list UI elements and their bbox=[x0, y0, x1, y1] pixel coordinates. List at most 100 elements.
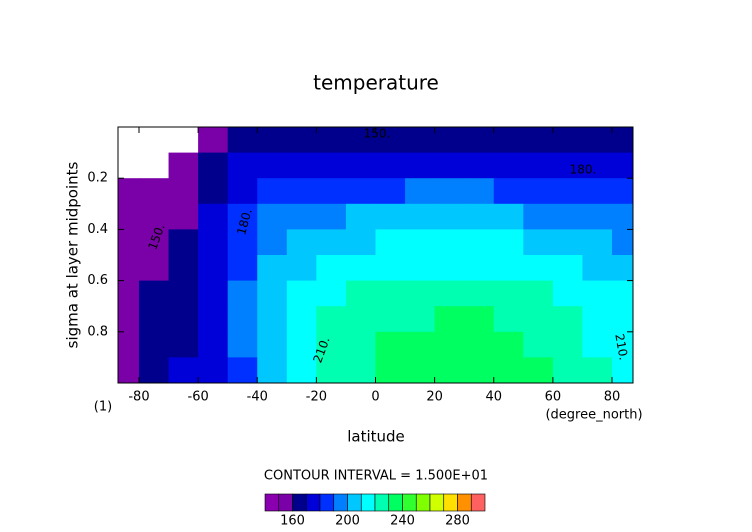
field-cell bbox=[118, 331, 140, 358]
field-cell bbox=[375, 280, 406, 307]
contour-label: 210. bbox=[612, 333, 630, 362]
field-cell bbox=[198, 306, 229, 333]
field-cell bbox=[375, 255, 406, 282]
field-cell bbox=[434, 127, 465, 154]
field-cell bbox=[227, 280, 258, 307]
field-cell bbox=[464, 331, 495, 358]
field-cell bbox=[316, 203, 347, 230]
field-cell bbox=[582, 306, 613, 333]
field-cell bbox=[523, 306, 554, 333]
colorbar-tick-label: 200 bbox=[335, 514, 360, 529]
field-cell bbox=[552, 203, 583, 230]
field-cell bbox=[345, 178, 376, 205]
field-cell bbox=[257, 331, 288, 358]
colorbar-tick-label: 160 bbox=[280, 514, 305, 529]
field-cell bbox=[227, 357, 258, 383]
field-cell bbox=[405, 229, 436, 256]
x-tick-label: 20 bbox=[426, 390, 443, 405]
colorbar-box bbox=[374, 493, 390, 512]
field-cell bbox=[552, 229, 583, 256]
field-cell bbox=[612, 229, 633, 256]
field-cell bbox=[612, 178, 633, 205]
field-cell bbox=[464, 255, 495, 282]
contour-label: 180. bbox=[234, 207, 254, 236]
field-cell bbox=[582, 255, 613, 282]
field-cell bbox=[612, 331, 633, 358]
field-cell bbox=[612, 280, 633, 307]
field-cell bbox=[257, 152, 288, 179]
field-cell bbox=[118, 357, 140, 383]
field-cell bbox=[198, 127, 229, 154]
field-cell bbox=[345, 280, 376, 307]
field-cell bbox=[286, 280, 317, 307]
field-cell bbox=[138, 255, 170, 282]
field-cell bbox=[118, 280, 140, 307]
colorbar-box bbox=[388, 493, 403, 512]
field-cell bbox=[375, 127, 406, 154]
field-cell bbox=[464, 203, 495, 230]
x-tick-label: 40 bbox=[485, 390, 502, 405]
field-cell bbox=[345, 255, 376, 282]
colorbar-box bbox=[333, 493, 348, 512]
field-cell bbox=[198, 229, 229, 256]
colorbar-box bbox=[457, 493, 472, 512]
field-cell bbox=[168, 229, 199, 256]
field-cell bbox=[198, 357, 229, 383]
field-cell bbox=[345, 152, 376, 179]
field-cell bbox=[257, 127, 288, 154]
x-tick-label: 60 bbox=[545, 390, 562, 405]
field-cell bbox=[316, 280, 347, 307]
field-cell bbox=[316, 255, 347, 282]
field-cell bbox=[118, 178, 140, 205]
field-cell bbox=[552, 280, 583, 307]
field-cell bbox=[286, 229, 317, 256]
field-cell bbox=[286, 331, 317, 358]
field-cell bbox=[493, 280, 524, 307]
field-cell bbox=[168, 152, 199, 179]
field-cell bbox=[168, 306, 199, 333]
field-cell bbox=[434, 331, 465, 358]
field-cell bbox=[316, 306, 347, 333]
field-cell bbox=[227, 255, 258, 282]
field-cell bbox=[523, 178, 554, 205]
field-cell bbox=[493, 229, 524, 256]
colorbar-box bbox=[319, 493, 335, 512]
field-cell bbox=[582, 229, 613, 256]
field-cell bbox=[286, 203, 317, 230]
x-tick-label: 80 bbox=[604, 390, 621, 405]
field-cell bbox=[375, 178, 406, 205]
field-cell bbox=[316, 229, 347, 256]
field-cell bbox=[612, 127, 633, 154]
field-cell bbox=[434, 152, 465, 179]
field-cell bbox=[523, 127, 554, 154]
field-cell bbox=[257, 280, 288, 307]
colorbar-box bbox=[347, 493, 362, 512]
field-cell bbox=[345, 357, 376, 383]
field-cell bbox=[405, 152, 436, 179]
field-cell bbox=[434, 229, 465, 256]
field-cell bbox=[552, 331, 583, 358]
field-cell bbox=[405, 203, 436, 230]
field-cell bbox=[138, 331, 170, 358]
field-cell bbox=[523, 203, 554, 230]
field-cell bbox=[198, 280, 229, 307]
field-cell bbox=[464, 280, 495, 307]
field-cell bbox=[582, 127, 613, 154]
colorbar-box bbox=[360, 493, 376, 512]
field-cell bbox=[464, 127, 495, 154]
field-cell bbox=[257, 178, 288, 205]
field-cell bbox=[138, 357, 170, 383]
field-cell bbox=[227, 178, 258, 205]
field-cell bbox=[582, 331, 613, 358]
field-cell bbox=[523, 229, 554, 256]
field-cell bbox=[552, 357, 583, 383]
field-cell bbox=[316, 127, 347, 154]
field-cell bbox=[493, 152, 524, 179]
field-cell bbox=[434, 178, 465, 205]
field-cell bbox=[523, 331, 554, 358]
y-tick-label: 0.2 bbox=[87, 171, 108, 186]
field-cell bbox=[405, 178, 436, 205]
field-cell bbox=[434, 357, 465, 383]
field-cell bbox=[405, 280, 436, 307]
field-cell bbox=[375, 357, 406, 383]
